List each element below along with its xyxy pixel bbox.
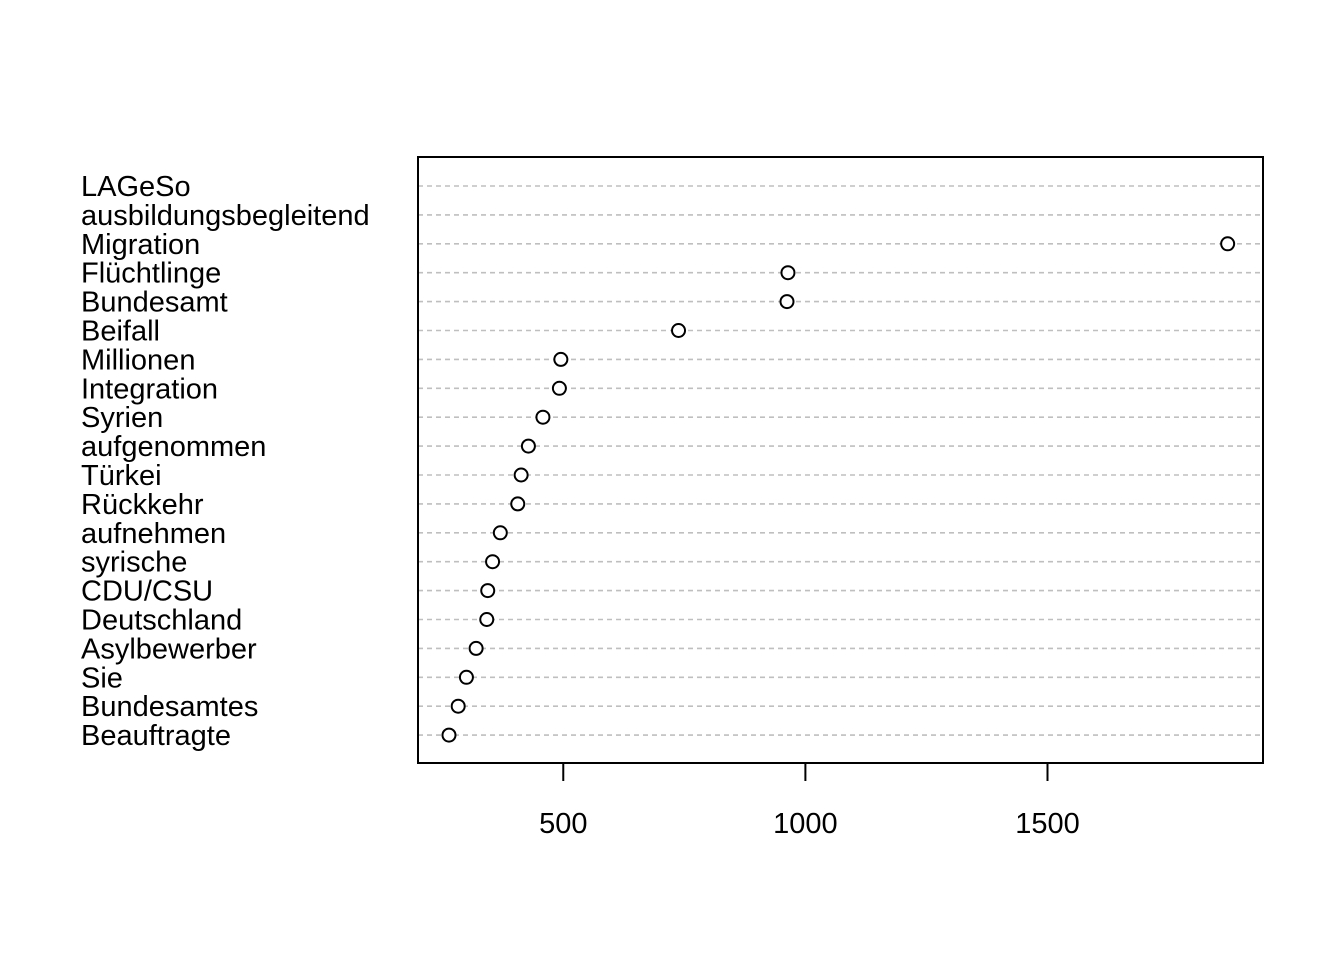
- category-label: Millionen: [81, 344, 195, 376]
- data-point: [671, 323, 687, 338]
- category-label: aufnehmen: [81, 518, 226, 550]
- category-label: CDU/CSU: [81, 576, 213, 608]
- data-point: [779, 294, 795, 310]
- category-label: Syrien: [81, 402, 163, 434]
- category-label: LAGeSo: [81, 171, 191, 203]
- category-label: Türkei: [81, 460, 162, 492]
- plot-frame: [417, 156, 1264, 764]
- category-label: Bundesamtes: [81, 691, 258, 723]
- data-point: [510, 496, 526, 512]
- data-point: [513, 467, 529, 483]
- data-point: [479, 612, 495, 627]
- data-point: [492, 525, 508, 541]
- category-labels: LAGeSoausbildungsbegleitendMigrationFlüc…: [81, 171, 370, 752]
- category-label: Flüchtlinge: [81, 258, 221, 290]
- x-tick-label: 1000: [773, 808, 838, 840]
- data-point: [553, 351, 569, 367]
- data-point: [780, 265, 796, 281]
- category-label: syrische: [81, 547, 187, 579]
- guide-lines: [418, 185, 1263, 736]
- data-point: [480, 583, 496, 599]
- x-tick-label: 1500: [1015, 808, 1080, 840]
- category-label: Migration: [81, 229, 200, 261]
- data-point: [520, 438, 536, 454]
- x-axis: 500 1000 1500: [539, 763, 1080, 840]
- category-label: ausbildungsbegleitend: [81, 200, 370, 232]
- data-points: [441, 236, 1236, 743]
- category-label: Asylbewerber: [81, 633, 257, 665]
- category-label: Beifall: [81, 316, 160, 348]
- data-point: [551, 380, 567, 396]
- data-point: [458, 669, 474, 685]
- category-label: Integration: [81, 373, 218, 405]
- data-point: [450, 698, 466, 714]
- category-label: Deutschland: [81, 605, 242, 637]
- category-label: Beauftragte: [81, 720, 231, 752]
- category-label: Sie: [81, 662, 123, 694]
- category-label: Rückkehr: [81, 489, 204, 521]
- data-point: [468, 640, 484, 656]
- x-tick-label: 500: [539, 808, 587, 840]
- data-point: [485, 554, 501, 570]
- data-point: [441, 727, 457, 743]
- category-label: aufgenommen: [81, 431, 266, 463]
- data-point: [535, 409, 551, 425]
- data-point: [1220, 236, 1236, 252]
- category-label: Bundesamt: [81, 287, 228, 319]
